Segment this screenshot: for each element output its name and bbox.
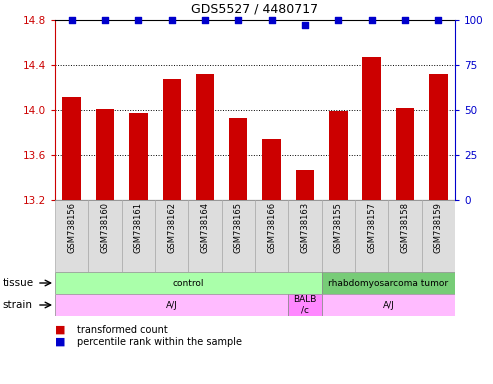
Point	[168, 17, 176, 23]
Bar	[122, 200, 155, 272]
Bar	[296, 170, 314, 200]
Bar	[355, 200, 388, 272]
Text: GSM738156: GSM738156	[67, 202, 76, 253]
Bar	[129, 113, 147, 200]
Text: transformed count: transformed count	[77, 325, 168, 335]
Bar	[255, 200, 288, 272]
Point	[135, 17, 142, 23]
Text: GSM738162: GSM738162	[167, 202, 176, 253]
Text: BALB
/c: BALB /c	[293, 295, 317, 315]
Text: GSM738155: GSM738155	[334, 202, 343, 253]
Point	[268, 17, 276, 23]
Bar	[321, 200, 355, 272]
Text: tissue: tissue	[2, 278, 34, 288]
Text: rhabdomyosarcoma tumor: rhabdomyosarcoma tumor	[328, 278, 449, 288]
Text: A/J: A/J	[166, 301, 177, 310]
Bar	[429, 74, 448, 200]
Bar	[422, 200, 455, 272]
Text: GSM738161: GSM738161	[134, 202, 143, 253]
Text: strain: strain	[2, 300, 33, 310]
Bar	[288, 294, 321, 316]
Bar	[163, 78, 181, 200]
Bar	[88, 200, 122, 272]
Bar	[288, 200, 321, 272]
Text: GSM738158: GSM738158	[400, 202, 410, 253]
Bar	[388, 200, 422, 272]
Bar	[96, 109, 114, 200]
Point	[434, 17, 442, 23]
Bar	[222, 200, 255, 272]
Text: GSM738159: GSM738159	[434, 202, 443, 253]
Bar	[188, 200, 222, 272]
Text: GSM738163: GSM738163	[301, 202, 310, 253]
Text: ■: ■	[55, 325, 69, 335]
Bar	[321, 272, 455, 294]
Point	[401, 17, 409, 23]
Text: GSM738166: GSM738166	[267, 202, 276, 253]
Bar	[196, 74, 214, 200]
Text: control: control	[173, 278, 204, 288]
Text: GDS5527 / 4480717: GDS5527 / 4480717	[191, 2, 318, 15]
Text: GSM738157: GSM738157	[367, 202, 376, 253]
Text: percentile rank within the sample: percentile rank within the sample	[77, 337, 242, 347]
Bar	[55, 272, 321, 294]
Text: GSM738165: GSM738165	[234, 202, 243, 253]
Bar	[229, 118, 247, 200]
Bar	[362, 57, 381, 200]
Bar	[63, 96, 81, 200]
Bar	[396, 108, 414, 200]
Text: ■: ■	[55, 337, 69, 347]
Point	[201, 17, 209, 23]
Point	[334, 17, 342, 23]
Bar	[55, 294, 288, 316]
Bar	[155, 200, 188, 272]
Bar	[329, 111, 348, 200]
Point	[301, 22, 309, 28]
Bar	[321, 294, 455, 316]
Point	[368, 17, 376, 23]
Text: GSM738160: GSM738160	[101, 202, 109, 253]
Point	[234, 17, 242, 23]
Bar	[262, 139, 281, 200]
Point	[68, 17, 75, 23]
Text: GSM738164: GSM738164	[201, 202, 210, 253]
Bar	[55, 200, 88, 272]
Text: A/J: A/J	[383, 301, 394, 310]
Point	[101, 17, 109, 23]
